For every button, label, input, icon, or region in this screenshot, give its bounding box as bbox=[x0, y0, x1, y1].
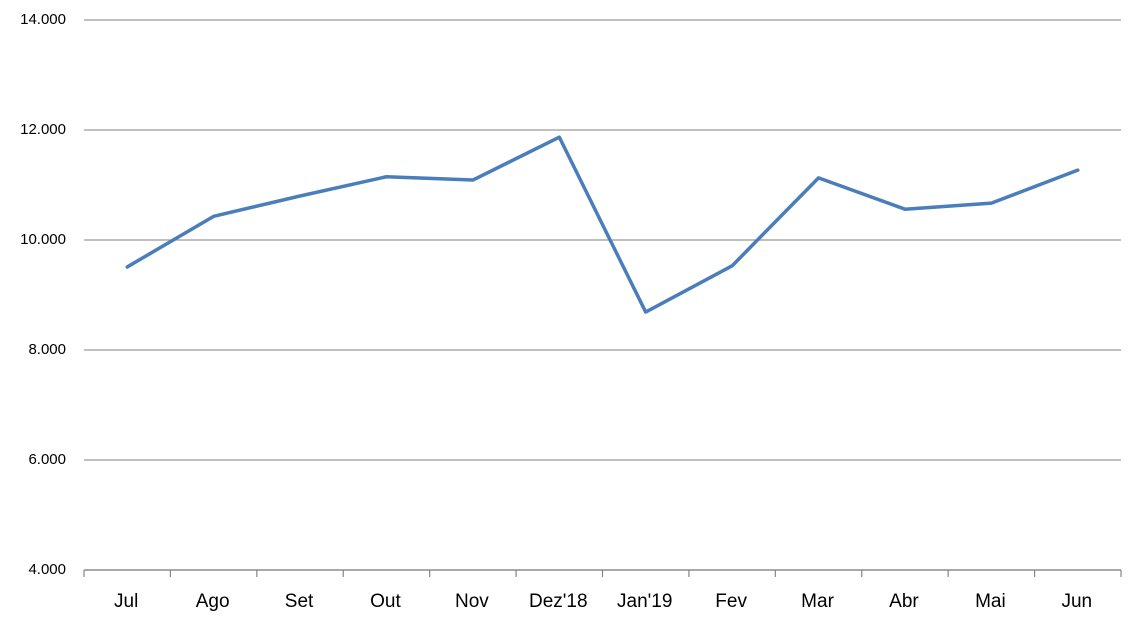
x-tick-label: Mai bbox=[975, 591, 1006, 612]
y-tick-label: 6.000 bbox=[28, 451, 66, 468]
x-tick-label: Abr bbox=[889, 591, 919, 612]
x-tick-label: Out bbox=[370, 591, 401, 612]
x-tick-label: Jan'19 bbox=[617, 591, 672, 612]
x-tick-label: Nov bbox=[455, 591, 489, 612]
x-tick-label: Ago bbox=[196, 591, 230, 612]
y-tick-label: 14.000 bbox=[20, 11, 66, 28]
x-tick-label: Jun bbox=[1061, 591, 1092, 612]
x-tick-label: Fev bbox=[715, 591, 747, 612]
data-line bbox=[125, 135, 1080, 314]
x-tick-label: Set bbox=[285, 591, 314, 612]
y-tick-label: 8.000 bbox=[28, 341, 66, 358]
x-tick-label: Dez'18 bbox=[529, 591, 588, 612]
y-tick-label: 10.000 bbox=[20, 231, 66, 248]
x-tick-label: Mar bbox=[801, 591, 834, 612]
y-tick-label: 12.000 bbox=[20, 121, 66, 138]
y-tick-label: 4.000 bbox=[28, 561, 66, 578]
x-tick-label: Jul bbox=[114, 591, 138, 612]
